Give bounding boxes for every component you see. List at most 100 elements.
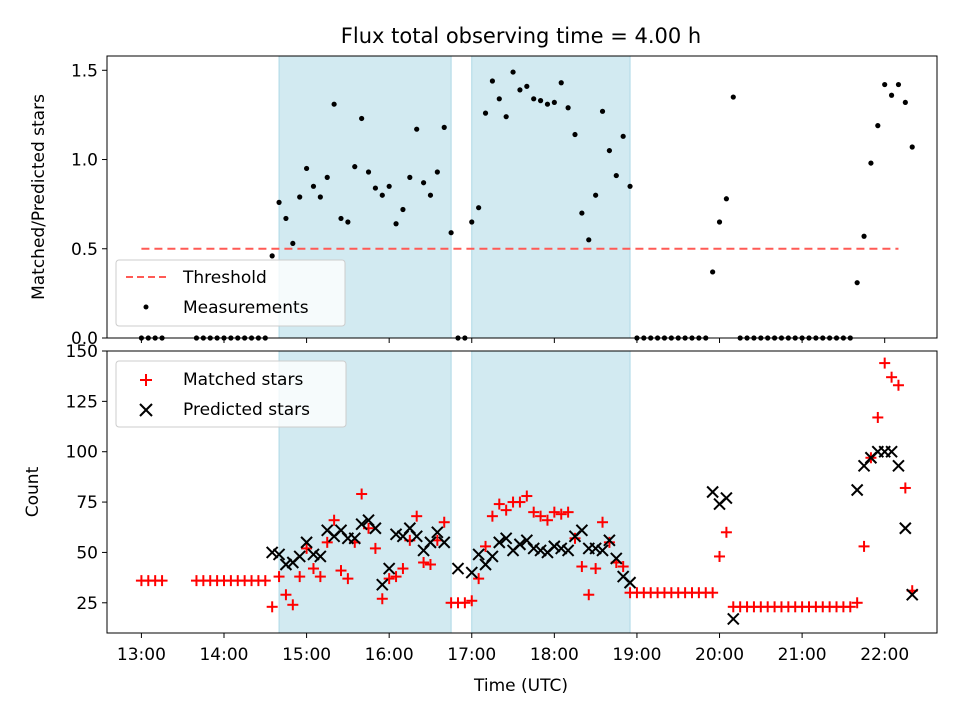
- y-tick-label: 75: [76, 493, 98, 513]
- predicted-star-point: [493, 536, 506, 549]
- x-stroke-b: [555, 542, 568, 555]
- matched-star-point: [307, 563, 319, 575]
- top-legend-box: [115, 259, 346, 327]
- x-stroke-b: [575, 524, 589, 537]
- measurement-point: [448, 230, 454, 236]
- predicted-legend-swatch: [139, 403, 153, 417]
- x-stroke-b: [272, 548, 286, 561]
- matched-star-point: [714, 550, 726, 562]
- x-tick-label: 18:00: [530, 645, 579, 665]
- predicted-star-point: [355, 518, 368, 531]
- measurement-point: [902, 99, 908, 106]
- measurement-point: [723, 196, 730, 202]
- x-stroke-b: [727, 612, 740, 626]
- measurement-point: [503, 114, 509, 120]
- x-stroke-b: [382, 562, 396, 575]
- matched-star-point: [514, 496, 526, 508]
- predicted-star-point: [438, 536, 451, 549]
- matched-star-point: [528, 506, 540, 518]
- matched-star-point: [156, 575, 168, 587]
- matched-legend-label: Matched stars: [183, 370, 303, 390]
- x-stroke-b: [906, 588, 919, 601]
- x-stroke-b: [465, 566, 478, 579]
- x-stroke-b: [493, 536, 506, 549]
- matched-star-point: [418, 557, 430, 568]
- x-stroke-b: [431, 526, 444, 539]
- matched-star-point: [886, 371, 898, 383]
- measurement-point: [716, 219, 723, 225]
- matched-star-point: [473, 573, 485, 585]
- bottom-y-axis-label: Count: [23, 466, 43, 517]
- bottom-legend: Matched stars Predicted stars: [115, 360, 347, 428]
- measurement-point: [496, 96, 502, 102]
- matched-star-point: [459, 597, 471, 609]
- measurement-point: [359, 115, 365, 122]
- predicted-star-point: [486, 550, 499, 563]
- x-stroke-b: [321, 524, 334, 537]
- measurement-point: [599, 108, 606, 114]
- observing-interval-band: [471, 350, 631, 634]
- measurement-point: [593, 192, 599, 198]
- legend-x-marker: [139, 403, 153, 417]
- matched-star-point: [597, 516, 609, 528]
- x-stroke-b: [527, 542, 540, 555]
- matched-star-point: [844, 601, 856, 613]
- x-stroke-b: [513, 538, 527, 551]
- measurement-point: [537, 98, 544, 104]
- measurement-point: [352, 164, 358, 170]
- matched-star-point: [273, 571, 285, 583]
- predicted-star-point: [596, 544, 609, 557]
- top-legend: Threshold Measurements: [115, 259, 346, 327]
- measurement-point: [524, 83, 530, 89]
- predicted-star-point: [382, 562, 396, 575]
- y-tick-label: 25: [76, 594, 98, 614]
- x-tick-label: 15:00: [282, 645, 331, 665]
- measurement-point: [324, 174, 330, 180]
- measurement-point: [276, 199, 282, 205]
- x-tick-label: 16:00: [365, 645, 414, 665]
- matched-star-point: [335, 565, 347, 577]
- x-stroke-b: [410, 530, 423, 543]
- matched-star-point: [397, 563, 409, 575]
- y-tick-label: 150: [66, 342, 98, 362]
- x-tick-label: 19:00: [612, 645, 661, 665]
- matched-star-point: [314, 571, 326, 583]
- matched-star-point: [555, 508, 567, 520]
- measurement-point: [331, 101, 337, 107]
- measurement-point: [441, 124, 447, 130]
- predicted-star-point: [293, 550, 306, 563]
- matched-star-point: [486, 510, 498, 522]
- matched-star-point: [294, 571, 306, 583]
- x-stroke-b: [355, 518, 368, 531]
- y-tick-label: 0.0: [71, 329, 98, 349]
- x-axis-label: Time (UTC): [473, 676, 568, 696]
- matched-legend-swatch: [140, 374, 152, 386]
- measurements-legend-label: Measurements: [183, 298, 309, 318]
- measurement-point: [875, 123, 881, 129]
- measurement-point: [572, 131, 578, 138]
- x-stroke-b: [486, 550, 499, 563]
- matched-star-point: [851, 597, 863, 609]
- bottom-axes-frame: [106, 350, 938, 634]
- measurement-point: [420, 180, 427, 186]
- top-panel: 0.0 0.5 1.0 1.5 Matched/Predicted stars Thr…: [29, 55, 938, 349]
- x-stroke-b: [472, 548, 485, 561]
- measurement-point: [400, 206, 406, 213]
- measurement-point: [868, 160, 874, 166]
- predicted-star-point: [603, 534, 616, 547]
- measurement-point: [283, 215, 289, 222]
- x-stroke-b: [451, 562, 465, 575]
- measurement-point: [469, 219, 475, 225]
- predicted-star-point: [623, 576, 637, 589]
- x-stroke-b: [362, 513, 375, 527]
- x-stroke-b: [548, 540, 561, 553]
- measurement-point: [861, 233, 867, 239]
- measurement-point: [895, 81, 902, 88]
- legend-plus-marker: [140, 374, 152, 386]
- matched-star-point: [480, 540, 492, 552]
- matched-star-point: [617, 561, 629, 573]
- x-tick-label: 17:00: [447, 645, 496, 665]
- x-stroke-b: [424, 536, 437, 549]
- measurement-point: [565, 105, 571, 111]
- predicted-star-point: [885, 445, 898, 458]
